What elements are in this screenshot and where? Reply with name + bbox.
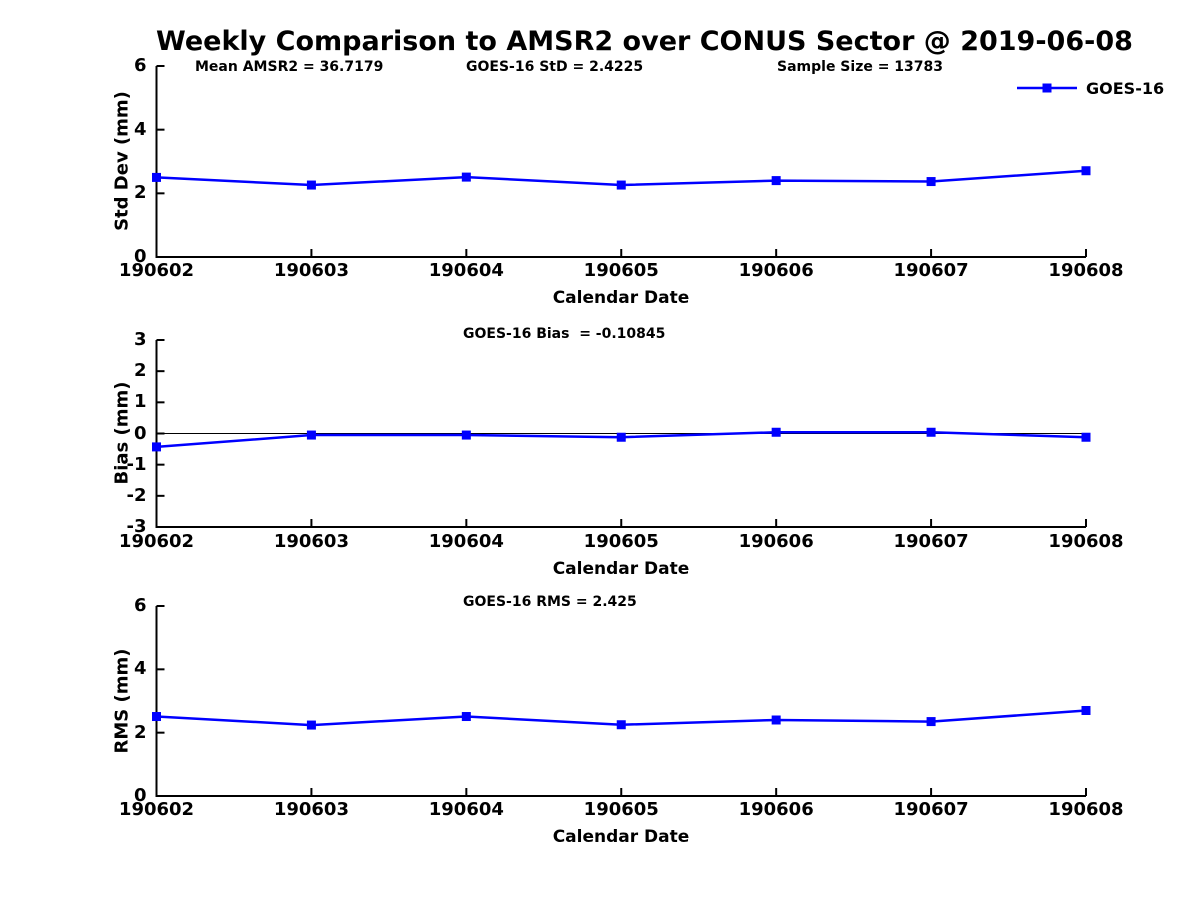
rms-data-point-marker	[1081, 706, 1091, 715]
annotation-mean-amsr2: Mean AMSR2 = 36.7179	[195, 59, 384, 75]
rms-x-tick-label: 190602	[118, 799, 195, 820]
bias-y-tick-label: -3	[126, 516, 147, 537]
stddev-data-point-marker	[926, 177, 936, 187]
rms-data-point-marker	[461, 712, 471, 722]
stddev-x-tick-label: 190608	[1048, 260, 1124, 281]
stddev-x-tick-label: 190607	[893, 260, 969, 281]
bias-data-point-marker	[1081, 432, 1091, 442]
rms-x-axis-label: Calendar Date	[552, 827, 690, 847]
annotation-sample-size: Sample Size = 13783	[777, 59, 944, 75]
stddev-data-point-marker	[152, 172, 161, 182]
stddev-x-tick-label: 190603	[273, 260, 349, 281]
legend-series-label: GOES-16	[1086, 79, 1165, 98]
bias-x-tick-label: 190605	[583, 531, 659, 552]
bias-data-point-marker	[771, 427, 781, 437]
stddev-y-tick-label: 6	[133, 55, 147, 76]
stddev-data-point-marker	[306, 180, 316, 190]
annotation-goes16-std: GOES-16 StD = 2.4225	[466, 59, 644, 75]
bias-x-tick-label: 190603	[273, 531, 349, 552]
rms-data-point-marker	[771, 715, 781, 725]
bias-data-point-marker	[616, 432, 626, 442]
bias-data-point-marker	[926, 427, 936, 437]
chart-title: Weekly Comparison to AMSR2 over CONUS Se…	[156, 26, 1133, 57]
bias-x-tick-label: 190602	[118, 531, 195, 552]
rms-plot-title: GOES-16 RMS = 2.425	[463, 594, 637, 610]
rms-y-tick-label: 6	[133, 595, 147, 616]
rms-x-tick-label: 190605	[583, 799, 659, 820]
rms-data-point-marker	[306, 720, 316, 730]
rms-x-tick-label: 190607	[893, 799, 969, 820]
rms-x-tick-label: 190604	[428, 799, 504, 820]
stddev-y-axis-label: Std Dev (mm)	[111, 91, 133, 231]
rms-y-tick-label: 0	[133, 785, 147, 806]
stddev-data-point-marker	[771, 176, 781, 186]
bias-y-tick-label: -2	[126, 484, 147, 506]
bias-x-axis-label: Calendar Date	[552, 559, 690, 579]
stddev-x-tick-label: 190604	[428, 260, 504, 281]
bias-x-tick-label: 190607	[893, 531, 969, 552]
bias-y-tick-label: 3	[133, 329, 147, 350]
stddev-y-tick-label: 4	[133, 118, 147, 140]
bias-x-tick-label: 190608	[1048, 531, 1124, 552]
bias-y-tick-label: 0	[133, 422, 147, 444]
rms-data-point-marker	[152, 712, 161, 722]
rms-x-tick-label: 190608	[1048, 799, 1124, 820]
bias-plot-title: GOES-16 Bias = -0.10845	[463, 326, 666, 342]
stddev-y-tick-label: 2	[133, 182, 147, 204]
bias-y-tick-label: -1	[126, 453, 147, 475]
bias-x-tick-label: 190606	[738, 531, 814, 552]
stddev-data-point-marker	[616, 180, 626, 190]
bias-y-tick-label: 1	[133, 391, 147, 413]
legend-marker-sample	[1042, 83, 1052, 93]
stddev-x-tick-label: 190605	[583, 260, 659, 281]
stddev-x-axis-label: Calendar Date	[552, 288, 690, 308]
bias-data-point-marker	[306, 430, 316, 440]
stddev-x-tick-label: 190606	[738, 260, 814, 281]
rms-y-tick-label: 4	[133, 658, 147, 680]
rms-x-tick-label: 190603	[273, 799, 349, 820]
bias-data-point-marker	[461, 430, 471, 440]
stddev-data-point-marker	[461, 172, 471, 182]
rms-data-point-marker	[926, 717, 936, 727]
rms-y-tick-label: 2	[133, 721, 147, 743]
stddev-y-tick-label: 0	[133, 246, 147, 267]
bias-x-tick-label: 190604	[428, 531, 504, 552]
stddev-data-point-marker	[1081, 166, 1091, 176]
bias-y-tick-label: 2	[133, 360, 147, 382]
rms-x-tick-label: 190606	[738, 799, 814, 820]
rms-data-point-marker	[616, 720, 626, 730]
stddev-x-tick-label: 190602	[118, 260, 195, 281]
bias-data-point-marker	[152, 442, 161, 452]
